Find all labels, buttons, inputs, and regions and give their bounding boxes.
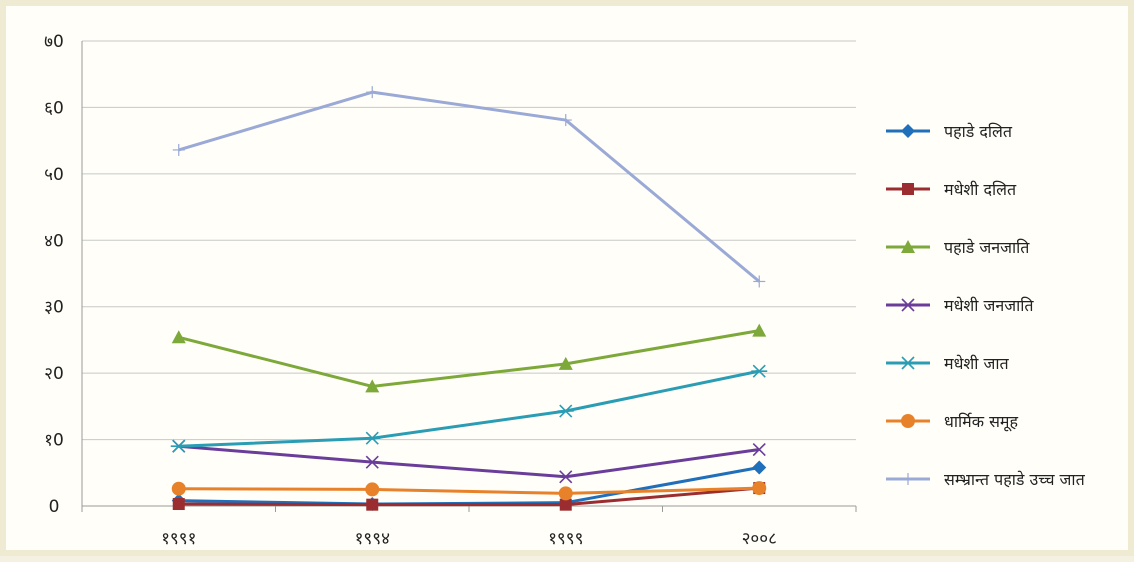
data-point xyxy=(752,442,766,457)
data-point xyxy=(557,404,574,418)
series-line xyxy=(178,486,760,495)
y-tick-label: ३0 xyxy=(44,298,64,318)
legend-label: पहाडे जनजाति xyxy=(944,238,1030,257)
data-point xyxy=(751,364,768,378)
data-point xyxy=(170,439,187,453)
legend-marker xyxy=(900,356,916,370)
data-point xyxy=(559,114,572,127)
x-tick-label: १९९१ xyxy=(161,529,196,549)
x-tick-label: १९९४ xyxy=(355,529,390,549)
series-line xyxy=(178,329,760,388)
data-point xyxy=(171,330,186,344)
data-point xyxy=(559,498,572,511)
legend-marker xyxy=(901,124,915,138)
legend: पहाडे दलित मधेशी दलित पहाडे जनजाति मधेशी जन… xyxy=(886,122,1086,489)
series-line xyxy=(178,486,760,507)
y-tick-label: ४0 xyxy=(44,231,64,251)
series-line xyxy=(178,465,760,506)
y-tick-label: २0 xyxy=(44,364,64,384)
x-tick-label: २००८ xyxy=(742,529,777,549)
legend-label: मधेशी जनजाति xyxy=(944,296,1034,315)
data-point xyxy=(558,486,573,501)
series-lines xyxy=(170,86,768,512)
y-tick-label: ६0 xyxy=(44,98,64,118)
legend-item: मधेशी दलित xyxy=(886,180,1017,199)
legend-marker xyxy=(901,240,915,253)
legend-marker xyxy=(902,473,914,485)
legend-label: मधेशी जात xyxy=(944,354,1010,373)
line-chart: 0 १0 २0 ३0 ४0 ५0 ६0 ७0 १९९१ १९९४ १९९९ २००८ पहाडे दल… xyxy=(44,32,1086,549)
data-point xyxy=(364,431,381,445)
axes: 0 १0 २0 ३0 ४0 ५0 ६0 ७0 १९९१ १९९४ १९९९ २००८ xyxy=(44,32,857,549)
data-point xyxy=(365,482,380,497)
y-tick-label: ५0 xyxy=(44,165,64,185)
gridlines xyxy=(82,40,856,507)
data-point xyxy=(752,460,767,475)
series-3 xyxy=(172,439,766,484)
data-point xyxy=(752,323,767,337)
data-point xyxy=(752,481,767,496)
data-point xyxy=(172,143,185,156)
x-tick-label: १९९९ xyxy=(548,529,583,549)
data-point xyxy=(172,498,185,511)
data-point xyxy=(366,86,379,99)
data-point xyxy=(753,275,766,288)
data-point xyxy=(559,470,573,484)
legend-item: धार्मिक समूह xyxy=(886,412,1018,432)
legend-item: सम्भ्रान्त पहाडे उच्च जात xyxy=(886,470,1086,489)
data-point xyxy=(558,356,573,370)
legend-item: पहाडे दलित xyxy=(886,122,1013,141)
legend-item: पहाडे जनजाति xyxy=(886,238,1030,257)
legend-label: मधेशी दलित xyxy=(944,180,1017,199)
series-2 xyxy=(171,323,767,393)
data-point xyxy=(365,455,379,469)
legend-label: सम्भ्रान्त पहाडे उच्च जात xyxy=(944,470,1086,489)
legend-marker xyxy=(902,183,914,195)
series-line xyxy=(178,369,760,448)
series-5 xyxy=(171,481,767,501)
legend-label: पहाडे दलित xyxy=(944,122,1013,141)
y-tick-label: ७0 xyxy=(44,32,64,52)
series-line xyxy=(178,444,760,479)
data-point xyxy=(365,379,380,393)
series-line xyxy=(178,90,761,283)
y-tick-label: १0 xyxy=(44,431,64,451)
y-tick-label: 0 xyxy=(49,497,60,517)
data-point xyxy=(171,481,186,496)
legend-label: धार्मिक समूह xyxy=(944,412,1018,432)
series-6 xyxy=(172,86,766,288)
legend-marker xyxy=(901,298,915,312)
series-4 xyxy=(170,364,768,453)
data-point xyxy=(366,498,379,511)
legend-marker xyxy=(901,414,915,428)
legend-item: मधेशी जनजाति xyxy=(886,296,1034,315)
legend-item: मधेशी जात xyxy=(886,354,1010,373)
